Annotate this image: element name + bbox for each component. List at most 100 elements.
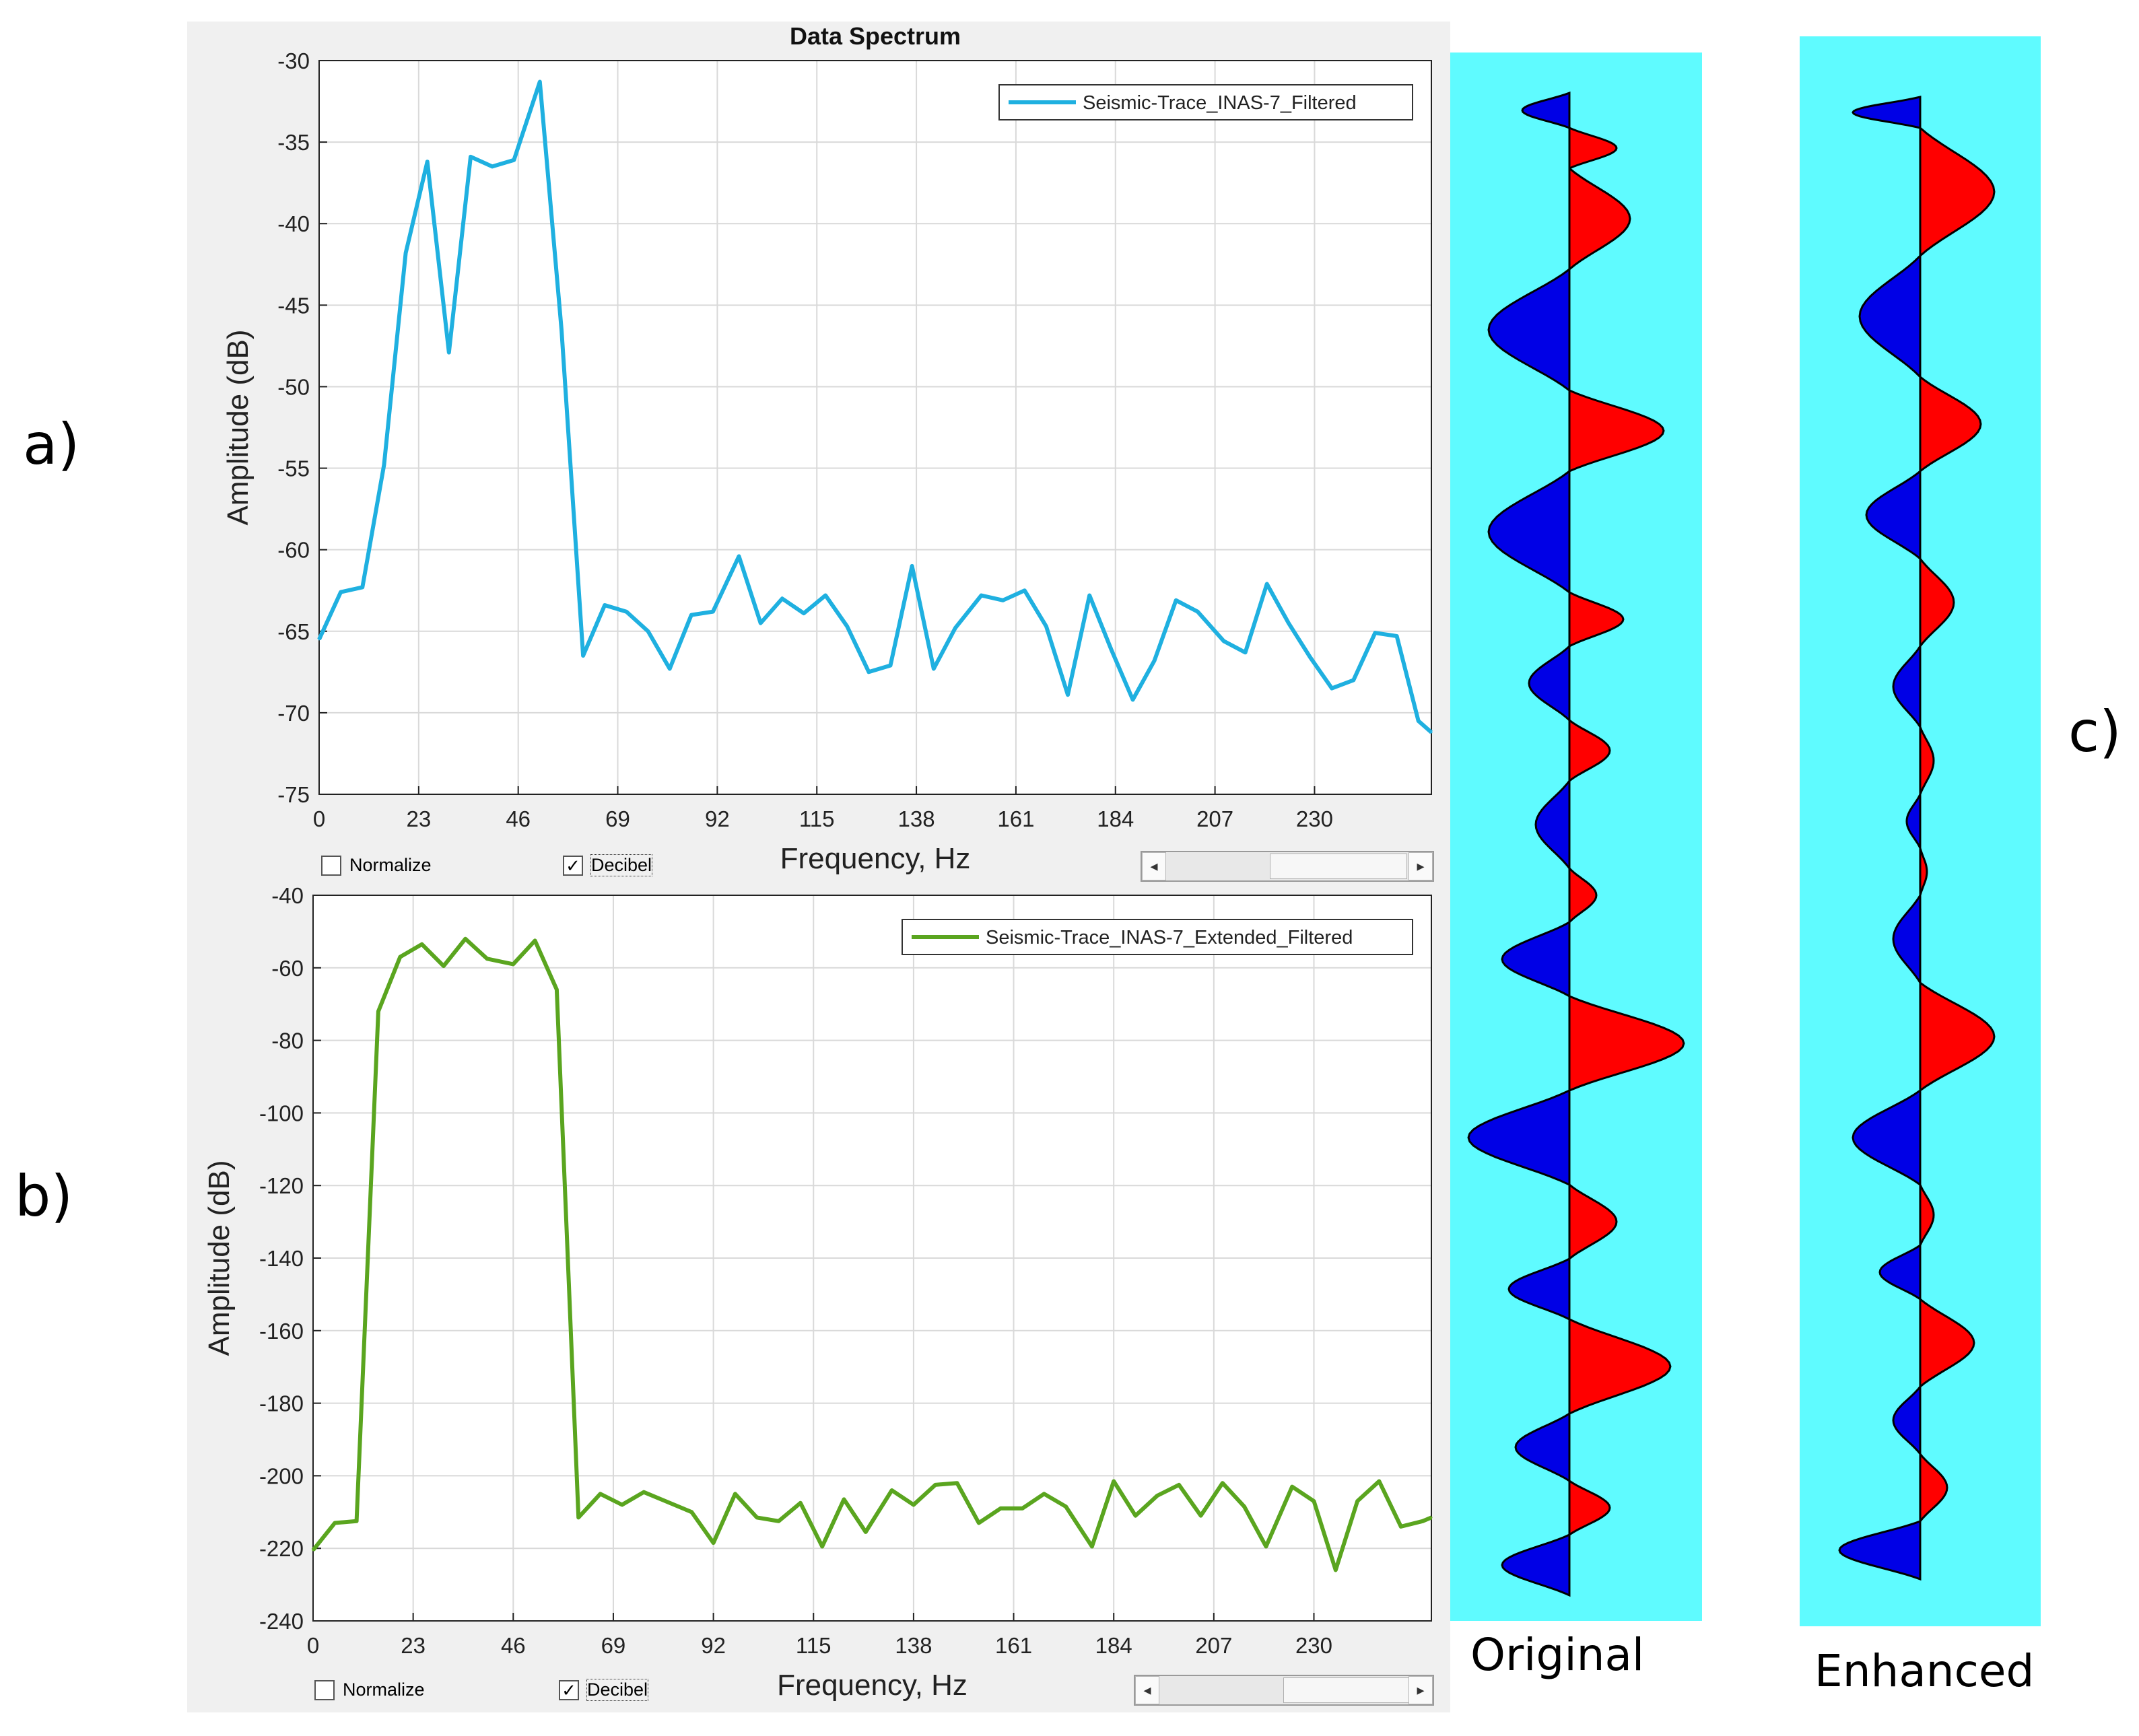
trace-negative-lobe (1905, 794, 1922, 849)
x-tick-label: 23 (406, 806, 431, 831)
data-point (1178, 1484, 1180, 1486)
x-tick-label: 69 (605, 806, 630, 831)
data-point (821, 1546, 823, 1548)
data-point (1066, 693, 1069, 696)
normalize-checkbox-a[interactable]: Normalize (321, 855, 432, 876)
data-point (1088, 594, 1091, 596)
decibel-checkbox-b[interactable]: ✓ Decibel (559, 1679, 649, 1701)
decibel-check-icon[interactable]: ✓ (563, 855, 583, 876)
scroll-right-icon[interactable]: ▸ (1408, 1676, 1433, 1704)
x-tick-label: 23 (401, 1633, 426, 1658)
data-point (555, 988, 558, 991)
data-point (621, 1504, 623, 1506)
data-point (399, 956, 401, 959)
series-line (311, 936, 1433, 1572)
data-point (1091, 1546, 1093, 1548)
y-tick-label: -75 (277, 782, 310, 807)
data-point (842, 1498, 845, 1500)
data-point (734, 1492, 737, 1495)
normalize-checkbox-b[interactable]: Normalize (314, 1679, 425, 1700)
data-point (464, 938, 467, 940)
x-tick-label: 115 (796, 1633, 831, 1658)
data-point (846, 625, 848, 628)
trace-positive-lobe (1919, 981, 1996, 1092)
x-axis-label: Frequency, Hz (777, 1669, 967, 1702)
x-tick-label: 69 (601, 1633, 626, 1658)
y-tick-label: -80 (271, 1029, 304, 1053)
data-point (1421, 1520, 1424, 1523)
normalize-label: Normalize (349, 855, 432, 875)
data-point (560, 328, 563, 331)
data-point (1199, 1515, 1202, 1517)
data-point (912, 1504, 915, 1506)
data-point (539, 80, 541, 83)
scroll-thumb[interactable] (1283, 1677, 1411, 1703)
data-point (759, 622, 762, 625)
trace-positive-lobe (1568, 388, 1665, 473)
scroll-left-icon[interactable]: ◂ (1135, 1676, 1159, 1704)
trace-negative-lobe (1838, 1519, 1922, 1581)
data-point (1356, 1500, 1359, 1502)
data-point (978, 1521, 980, 1524)
data-point (1134, 1515, 1137, 1517)
data-point (954, 627, 957, 629)
normalize-box-icon[interactable] (321, 855, 341, 876)
plot-frame (312, 895, 1432, 1622)
data-point (603, 604, 606, 606)
x-tick-label: 138 (898, 806, 935, 831)
y-tick-label: -50 (277, 374, 310, 399)
chart-title: Data Spectrum (790, 22, 961, 50)
data-point (712, 611, 714, 613)
legend-label: Seismic-Trace_INAS-7_Extended_Filtered (986, 927, 1353, 948)
trace-positive-lobe (1568, 1317, 1672, 1416)
scroll-left-icon[interactable]: ◂ (1142, 852, 1166, 880)
trace-positive-lobe (1568, 1479, 1611, 1537)
data-point (1373, 631, 1376, 634)
trace-negative-lobe (1892, 643, 1922, 730)
data-point (1002, 599, 1005, 602)
data-point (442, 965, 445, 967)
trace-positive-lobe (1568, 994, 1685, 1092)
data-point (599, 1492, 602, 1495)
data-point (577, 1516, 580, 1519)
decibel-label: Decibel (586, 1679, 649, 1701)
scroll-thumb[interactable] (1270, 854, 1407, 879)
data-point (1430, 1516, 1433, 1519)
data-point (312, 1549, 314, 1552)
trace-original-wiggle (1467, 91, 1685, 1597)
trace-negative-lobe (1878, 1243, 1922, 1301)
trace-positive-lobe (1568, 718, 1611, 783)
data-point (1023, 589, 1026, 592)
data-point (582, 654, 584, 657)
data-point (911, 565, 914, 567)
trace-negative-lobe (1501, 1533, 1571, 1597)
data-point (1110, 648, 1112, 650)
data-point (1045, 625, 1048, 628)
scroll-right-icon[interactable]: ▸ (1408, 852, 1433, 880)
y-tick-label: -40 (277, 211, 310, 236)
x-tick-label: 138 (895, 1633, 932, 1658)
y-tick-label: -140 (259, 1246, 304, 1271)
decibel-check-icon[interactable]: ✓ (559, 1679, 579, 1700)
data-point (625, 611, 627, 613)
data-point (421, 943, 423, 946)
data-point (738, 555, 741, 557)
frequency-scrollbar-b[interactable]: ◂ ▸ (1134, 1675, 1434, 1706)
y-tick-label: -160 (259, 1319, 304, 1344)
data-point (339, 591, 342, 594)
decibel-checkbox-a[interactable]: ✓ Decibel (563, 854, 653, 876)
data-point (1156, 1494, 1159, 1497)
y-tick-label: -240 (259, 1609, 304, 1634)
data-point (1243, 1505, 1246, 1508)
trace-negative-lobe (1501, 920, 1571, 998)
data-point (934, 1484, 937, 1486)
data-point (1112, 1480, 1115, 1482)
normalize-box-icon[interactable] (314, 1679, 335, 1700)
x-tick-label: 92 (701, 1633, 726, 1658)
y-tick-label: -120 (259, 1173, 304, 1198)
data-point (491, 165, 494, 168)
data-point (361, 586, 364, 588)
data-point (864, 1531, 867, 1533)
frequency-scrollbar-a[interactable]: ◂ ▸ (1141, 851, 1434, 882)
